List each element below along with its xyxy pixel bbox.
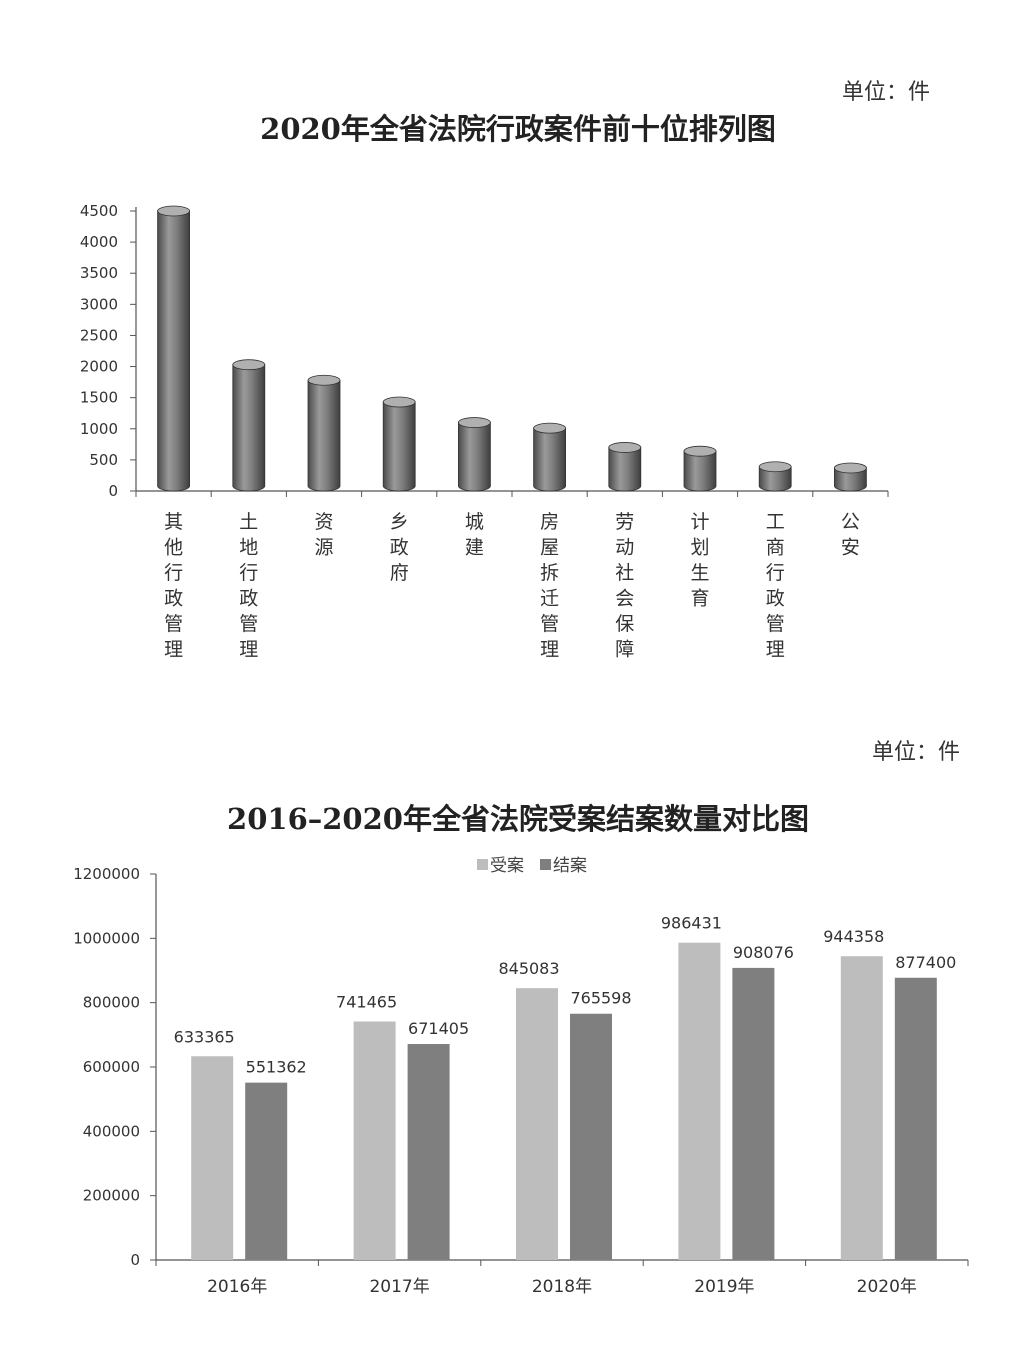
chart1-category-label: 其他行政管理 <box>164 511 183 661</box>
chart2-category-label: 2019年 <box>694 1277 754 1297</box>
chart2-bar <box>840 956 883 1260</box>
chart2-data-label: 908076 <box>733 943 794 962</box>
chart2-y-tick-label: 0 <box>130 1251 140 1269</box>
chart1-bar <box>307 374 341 492</box>
chart2-data-label: 877400 <box>895 953 956 972</box>
chart2-y-tick-label: 400000 <box>83 1122 140 1140</box>
chart1-container: 单位：件 2020年全省法院行政案件前十位排列图 0 500 1000 1500 200… <box>80 80 931 661</box>
chart1-bar <box>232 359 266 492</box>
chart2-legend-swatch <box>477 859 488 870</box>
chart2-y-tick-label: 1200000 <box>73 865 140 883</box>
chart2-bar <box>570 1013 612 1260</box>
chart1-category-label: 乡政府 <box>390 511 409 584</box>
chart1-bar <box>608 442 642 492</box>
chart2-data-label: 551362 <box>246 1058 307 1077</box>
chart1-y-tick-label: 4000 <box>80 233 118 251</box>
chart2-data-label: 633365 <box>174 1027 235 1046</box>
chart2-y-tick-label: 200000 <box>83 1187 140 1205</box>
chart2-category-label: 2020年 <box>857 1277 917 1297</box>
chart1-bar <box>533 422 566 492</box>
chart2-data-label: 986431 <box>661 914 722 933</box>
chart2-y-tick-label: 600000 <box>83 1058 140 1076</box>
chart1-bar <box>683 445 717 492</box>
chart2-bar <box>245 1082 288 1260</box>
chart1-y-tick-label: 2000 <box>80 358 118 376</box>
chart2-legend-label: 受案 <box>490 856 524 876</box>
chart1-category-label: 工商行政管理 <box>766 511 785 661</box>
chart2-category-label: 2018年 <box>532 1277 592 1297</box>
chart2-plot: 受案 结案 0 200000 400000 600000 800000 1000000 1200… <box>73 856 969 1297</box>
chart2-data-label: 845083 <box>498 959 559 978</box>
chart2-bar <box>678 942 721 1260</box>
chart1-y-tick-label: 3500 <box>80 264 118 282</box>
chart2-bar <box>894 977 937 1260</box>
chart2-bar <box>732 967 775 1260</box>
chart1-category-label: 公安 <box>841 511 860 559</box>
chart2-data-label: 741465 <box>336 992 397 1011</box>
chart1-y-tick-label: 4500 <box>80 202 118 220</box>
chart1-y-tick-label: 1500 <box>80 389 118 407</box>
chart2-data-label: 765598 <box>570 989 631 1008</box>
chart2-title: 2016–2020年全省法院受案结案数量对比图 <box>227 802 809 836</box>
chart1-category-label: 土地行政管理 <box>239 511 258 661</box>
chart1-y-tick-label: 1000 <box>80 420 118 438</box>
chart1-bar <box>457 417 491 492</box>
chart1-bar <box>758 461 792 492</box>
chart2-data-label: 944358 <box>823 927 884 946</box>
chart1-bar <box>382 396 416 492</box>
chart1-title: 2020年全省法院行政案件前十位排列图 <box>260 112 776 146</box>
chart2-y-tick-label: 800000 <box>83 994 140 1012</box>
chart2-container: 单位：件 2016–2020年全省法院受案结案数量对比图 受案 结案 0 200000… <box>0 700 1036 1340</box>
chart2-legend-label: 结案 <box>553 856 587 876</box>
chart2-data-label: 671405 <box>408 1019 469 1038</box>
chart1-bar <box>157 205 191 492</box>
chart1-category-label: 计划生育 <box>690 511 709 610</box>
chart2-category-label: 2017年 <box>369 1277 429 1297</box>
chart1-y-tick-label: 500 <box>89 451 118 469</box>
chart2-unit-label: 单位：件 <box>872 740 961 765</box>
chart2-legend: 受案 结案 <box>477 856 587 876</box>
chart1-plot: 0 500 1000 1500 2000 2500 3000 3500 4000 4500 其他行政… <box>80 202 889 661</box>
chart1-category-label: 资源 <box>314 511 333 559</box>
chart1-y-tick-label: 0 <box>108 482 118 500</box>
chart2-bar <box>407 1044 450 1260</box>
chart2-bar <box>353 1021 396 1260</box>
chart2-bar <box>516 988 558 1260</box>
chart2-legend-swatch <box>540 859 551 870</box>
chart2-category-label: 2016年 <box>207 1277 267 1297</box>
chart1-y-tick-label: 3000 <box>80 295 118 313</box>
chart1-unit-label: 单位：件 <box>842 80 931 105</box>
chart1-y-tick-label: 2500 <box>80 326 118 344</box>
chart1-bar <box>834 462 867 492</box>
chart2-bar <box>191 1056 234 1260</box>
chart1-category-label: 城建 <box>465 511 484 559</box>
chart2-y-tick-label: 1000000 <box>73 929 140 947</box>
chart1-category-label: 劳动社会保障 <box>615 511 634 661</box>
chart1-category-label: 房屋拆迁管理 <box>540 511 559 661</box>
